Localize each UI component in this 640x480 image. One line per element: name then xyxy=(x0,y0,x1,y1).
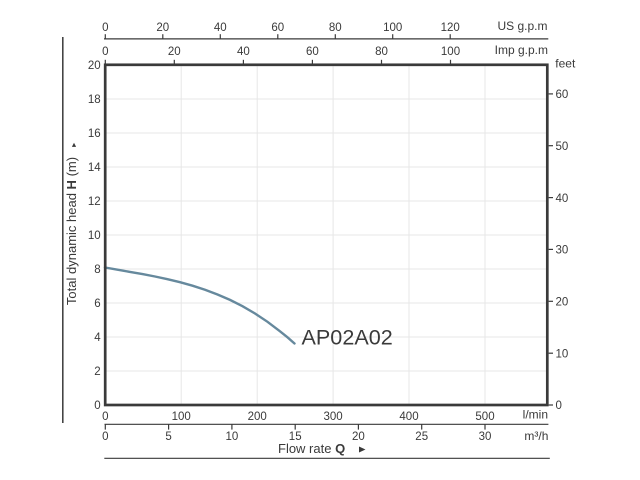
svg-text:100: 100 xyxy=(383,22,402,34)
svg-text:m³/h: m³/h xyxy=(524,429,548,443)
svg-text:10: 10 xyxy=(226,431,239,443)
svg-text:l/min: l/min xyxy=(523,407,548,421)
svg-text:80: 80 xyxy=(375,46,388,58)
svg-text:10: 10 xyxy=(88,230,101,242)
svg-text:100: 100 xyxy=(441,46,460,58)
svg-text:120: 120 xyxy=(441,22,460,34)
svg-text:0: 0 xyxy=(102,431,108,443)
svg-text:20: 20 xyxy=(168,46,181,58)
svg-text:0: 0 xyxy=(102,22,108,34)
svg-text:300: 300 xyxy=(324,411,343,423)
svg-text:Total dynamic head H (m): Total dynamic head H (m) xyxy=(64,157,79,305)
svg-text:100: 100 xyxy=(172,411,191,423)
svg-text:60: 60 xyxy=(271,22,284,34)
svg-text:Flow rate Q: Flow rate Q xyxy=(278,441,345,456)
svg-text:0: 0 xyxy=(556,400,562,412)
svg-text:20: 20 xyxy=(352,431,365,443)
svg-text:2: 2 xyxy=(94,366,100,378)
svg-text:0: 0 xyxy=(94,400,100,412)
svg-text:0: 0 xyxy=(102,411,108,423)
svg-text:40: 40 xyxy=(237,46,250,58)
svg-text:40: 40 xyxy=(556,193,569,205)
svg-text:40: 40 xyxy=(214,22,227,34)
svg-text:18: 18 xyxy=(88,94,101,106)
svg-text:8: 8 xyxy=(94,264,100,276)
svg-text:AP02A02: AP02A02 xyxy=(302,324,393,349)
svg-text:500: 500 xyxy=(475,411,494,423)
svg-text:80: 80 xyxy=(329,22,342,34)
svg-text:5: 5 xyxy=(165,431,171,443)
svg-text:4: 4 xyxy=(94,332,101,344)
svg-text:25: 25 xyxy=(415,431,428,443)
svg-text:30: 30 xyxy=(556,245,569,257)
svg-text:60: 60 xyxy=(556,89,569,101)
svg-text:30: 30 xyxy=(479,431,492,443)
svg-text:10: 10 xyxy=(556,348,569,360)
svg-text:60: 60 xyxy=(306,46,319,58)
svg-text:16: 16 xyxy=(88,128,101,140)
svg-text:20: 20 xyxy=(156,22,169,34)
svg-text:200: 200 xyxy=(248,411,267,423)
svg-text:14: 14 xyxy=(88,162,101,174)
svg-text:6: 6 xyxy=(94,298,100,310)
svg-text:20: 20 xyxy=(88,60,101,72)
svg-text:US g.p.m: US g.p.m xyxy=(497,19,547,33)
svg-text:20: 20 xyxy=(556,297,569,309)
svg-text:0: 0 xyxy=(102,46,108,58)
svg-text:Imp g.p.m: Imp g.p.m xyxy=(495,43,548,57)
svg-text:15: 15 xyxy=(289,431,302,443)
svg-text:50: 50 xyxy=(556,141,569,153)
svg-text:feet: feet xyxy=(555,57,576,71)
svg-text:12: 12 xyxy=(88,196,101,208)
svg-text:400: 400 xyxy=(399,411,418,423)
